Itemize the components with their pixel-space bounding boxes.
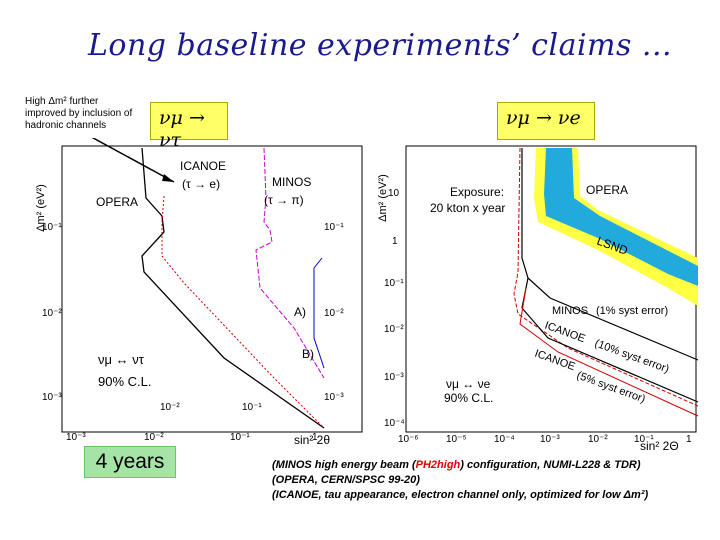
right-sensitivity-plot: Δm² (eV²) 10 1 10⁻¹ 10⁻² 10⁻³ 10⁻⁴ 10⁻⁶ … [377,145,699,450]
right-y-tick: 10 [388,188,400,199]
note-line: improved by inclusion of [25,108,133,119]
icanoe-curve [141,147,325,429]
confidence-level-label: 90% C.L. [98,374,151,389]
left-y-tick: 10⁻² [42,308,62,319]
note-line: hadronic channels [25,120,107,131]
left-sensitivity-plot: Δm² (eV²) 10⁻¹ 10⁻² 10⁻³ 10⁻¹ 10⁻² 10⁻³ … [35,138,363,447]
channel-box-right: νμ → νe [497,102,595,140]
right-y-tick: 1 [392,236,398,247]
annotation-note: High Δm² further improved by inclusion o… [25,96,155,132]
left-x-tick: 10⁻³ [66,432,86,443]
left-y-axis-label: Δm² (eV²) [35,184,47,232]
icanoe-curve-5 [519,287,699,417]
opera-curve [161,195,325,429]
right-y-tick: 10⁻² [384,324,404,335]
right-y-tick: 10⁻⁴ [384,418,405,429]
right-x-tick: 10⁻¹ [634,434,654,445]
footnote-line-1: (MINOS high energy beam (PH2high) config… [272,458,648,473]
minos-channel-label: (τ → π) [264,193,304,207]
minos-curve [513,147,699,407]
slide-title: Long baseline experiments’ claims ... [87,28,673,63]
minos-note: (1% syst error) [596,305,668,317]
minos-label: MINOS [272,175,311,189]
footnote-1-part-b: ) configuration, NUMI-L228 & TDR) [460,459,641,471]
left-x-tick-inner: 10⁻¹ [242,402,262,413]
annotation-arrowhead [162,174,174,182]
right-x-tick: 10⁻⁴ [494,434,515,445]
right-y-tick: 10⁻¹ [384,278,404,289]
duration-badge: 4 years [84,446,176,478]
left-y-tick-inner: 10⁻¹ [324,222,344,233]
right-x-tick: 10⁻³ [540,434,560,445]
footnote-1-highlight: PH2high [415,459,461,471]
left-x-tick-inner: 10⁻² [160,402,180,413]
left-plot-frame [61,145,363,433]
footnote-line-2: (OPERA, CERN/SPSC 99-20) [272,474,420,486]
right-x-axis-label: sin² 2Θ [640,439,679,450]
left-y-tick-inner: 10⁻² [324,308,344,319]
note-line: High Δm² further [25,96,99,107]
icanoe-5-label: ICANOE [533,348,577,374]
footnote-line-3: (ICANOE, tau appearance, electron channe… [272,489,649,501]
confidence-level-label: 90% C.L. [444,391,493,405]
left-x-tick: 10⁻¹ [230,432,250,443]
right-y-axis-label: Δm² (eV²) [377,174,389,222]
left-y-tick: 10⁻³ [42,392,62,403]
lsnd-band-inner [544,148,698,286]
curve-a-label: A) [294,305,306,319]
left-x-axis-label: sin² 2θ [294,433,330,447]
minos-curve [255,147,325,379]
curve-b-label: B) [302,347,314,361]
right-x-tick: 10⁻⁶ [398,434,419,445]
right-x-tick: 10⁻⁵ [446,434,467,445]
oscillation-label: νμ ↔ ντ [98,352,145,367]
footnotes: (MINOS high energy beam (PH2high) config… [272,458,648,503]
annotation-arrow [91,138,175,183]
left-y-tick-inner: 10⁻³ [324,392,344,403]
exposure-label: Exposure: [450,185,504,199]
icanoe-channel-label: (τ → e) [182,177,220,191]
icanoe-10-label: ICANOE [543,320,587,346]
exposure-value: 20 kton x year [430,201,505,215]
right-x-tick: 1 [686,434,692,445]
left-x-tick: 10⁻² [144,432,164,443]
curve-a [313,257,325,369]
left-x-tick: 1 [312,432,318,443]
opera-label: OPERA [586,183,628,197]
left-y-tick: 10⁻¹ [42,222,62,233]
right-y-tick: 10⁻³ [384,372,404,383]
icanoe-label: ICANOE [180,159,226,173]
channel-box-left: νμ → ντ [150,102,228,151]
right-x-tick: 10⁻² [588,434,608,445]
footnote-1-part-a: (MINOS high energy beam ( [272,459,416,471]
oscillation-label: νμ ↔ νe [446,377,491,391]
opera-label: OPERA [96,195,138,209]
minos-label: MINOS [552,305,588,317]
